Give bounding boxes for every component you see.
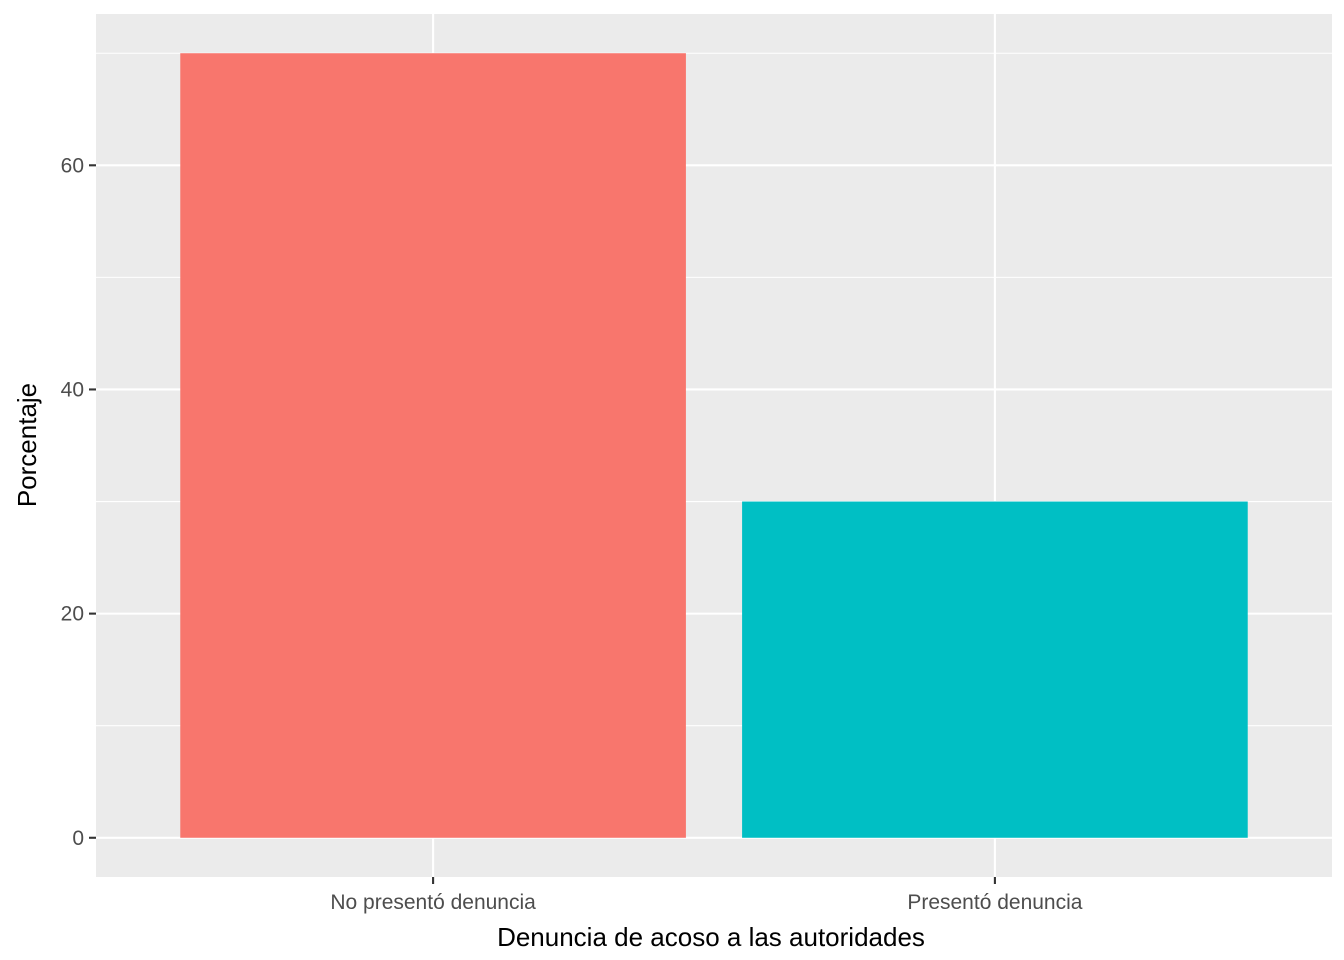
bar: [742, 501, 1248, 838]
x-axis: No presentó denuncia Presentó denuncia: [330, 877, 1083, 914]
x-axis-title: Denuncia de acoso a las autoridades: [497, 922, 925, 952]
bar: [180, 53, 686, 838]
y-axis: 0 20 40 60: [61, 154, 96, 850]
y-tick-label: 60: [61, 154, 84, 177]
x-tick-label: No presentó denuncia: [330, 891, 536, 914]
y-axis-title: Porcentaje: [12, 383, 42, 507]
y-tick-label: 0: [72, 827, 84, 850]
y-tick-label: 40: [61, 378, 84, 401]
y-tick-label: 20: [61, 603, 84, 626]
x-tick-label: Presentó denuncia: [907, 891, 1082, 914]
bars: [180, 53, 1248, 838]
